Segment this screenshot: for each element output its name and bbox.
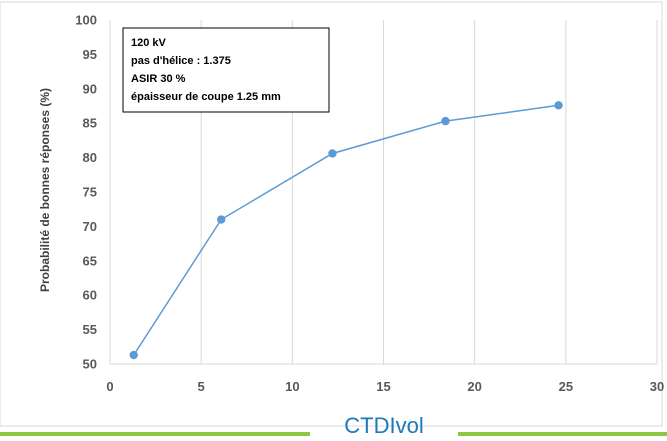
y-tick-label-95: 95 — [83, 47, 97, 62]
x-tick-label-10: 10 — [285, 379, 299, 394]
x-tick-label-25: 25 — [559, 379, 573, 394]
y-tick-label-75: 75 — [83, 185, 97, 200]
y-tick-label-50: 50 — [83, 357, 97, 372]
x-tick-label-5: 5 — [198, 379, 205, 394]
y-tick-label-65: 65 — [83, 253, 97, 268]
annotation-frame — [122, 27, 330, 113]
y-tick-label-85: 85 — [83, 116, 97, 131]
footer: CTDIvol — [0, 413, 667, 438]
y-tick-label-55: 55 — [83, 322, 97, 337]
axes — [109, 20, 657, 365]
data-point-3 — [441, 116, 450, 126]
data-point-2 — [328, 149, 337, 158]
annotation-line-1: pas d'hélice : 1.375 — [131, 55, 231, 67]
annotation-line-0: 120 kV — [131, 37, 167, 49]
x-tick-label-15: 15 — [376, 379, 390, 394]
y-tick-label-80: 80 — [83, 150, 97, 165]
annotation-line-3: épaisseur de coupe 1.25 mm — [131, 91, 281, 103]
data-series — [129, 101, 563, 360]
y-tick-label-100: 100 — [75, 13, 97, 28]
y-tick-labels: 50 55 60 65 70 75 80 85 90 95 100 — [75, 13, 97, 372]
chart-frame — [0, 1, 663, 427]
footer-bar-left — [0, 432, 310, 436]
footer-bar-right — [458, 432, 667, 436]
annotation-box: 120 kV pas d'hélice : 1.375 ASIR 30 % épais… — [122, 27, 330, 113]
x-tick-label-0: 0 — [106, 379, 113, 394]
x-tick-label-30: 30 — [650, 379, 664, 394]
x-axis-label: CTDIvol — [344, 413, 423, 436]
y-axis-label: Probabilité de bonnes réponses (%) — [38, 88, 52, 292]
x-tick-label-20: 20 — [467, 379, 481, 394]
data-point-1 — [217, 215, 226, 224]
data-point-0 — [129, 350, 138, 360]
y-tick-label-70: 70 — [83, 219, 97, 234]
data-point-4 — [554, 101, 563, 110]
y-tick-label-60: 60 — [83, 288, 97, 303]
annotation-line-2: ASIR 30 % — [131, 73, 186, 85]
x-tick-labels: 0 5 10 15 20 25 30 — [106, 379, 664, 394]
y-tick-label-90: 90 — [83, 81, 97, 96]
